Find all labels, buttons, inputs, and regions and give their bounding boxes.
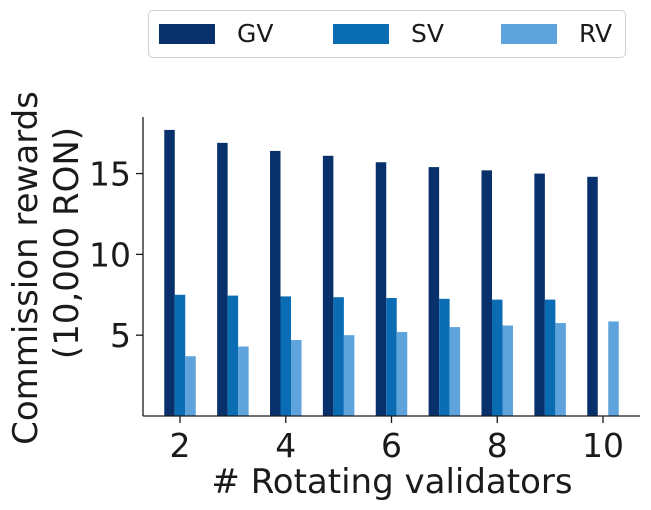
bar-sv-8	[491, 299, 503, 416]
bar-sv-9	[544, 299, 556, 416]
x-tick-label-4: 4	[275, 426, 296, 465]
y-tick-label-10: 10	[89, 235, 131, 274]
legend-label-sv: SV	[411, 19, 444, 48]
legend-item-gv: GV	[159, 19, 274, 48]
legend-swatch-sv	[333, 24, 389, 44]
legend-item-sv: SV	[333, 19, 444, 48]
bar-rv-10	[608, 321, 619, 416]
bar-gv-5	[322, 155, 334, 417]
y-ticks-group: 5 10 15	[89, 155, 143, 355]
bars-group	[164, 129, 619, 417]
bar-gv-8	[481, 170, 492, 416]
legend-swatch-rv	[501, 24, 557, 44]
x-ticks-group: 2 4 6 8 10	[170, 416, 624, 465]
legend: GV SV RV	[148, 10, 626, 58]
bar-sv-5	[333, 297, 344, 416]
bar-rv-3	[238, 346, 249, 416]
legend-label-rv: RV	[579, 19, 613, 48]
bar-rv-4	[291, 340, 302, 416]
legend-swatch-gv	[159, 24, 215, 44]
bar-gv-9	[534, 173, 545, 416]
bar-sv-7	[439, 298, 450, 416]
bar-gv-6	[375, 162, 387, 416]
x-tick-label-10: 10	[582, 426, 624, 465]
bar-sv-3	[227, 295, 239, 416]
x-tick-label-6: 6	[381, 426, 402, 465]
bar-sv-4	[280, 296, 292, 416]
bar-sv-2	[174, 294, 186, 416]
y-axis-label-line1: Commission rewards	[6, 91, 46, 445]
legend-item-rv: RV	[501, 19, 613, 48]
legend-label-gv: GV	[237, 19, 274, 48]
bar-rv-6	[396, 331, 408, 416]
bar-gv-2	[164, 129, 175, 416]
bar-sv-6	[386, 298, 397, 416]
x-tick-label-2: 2	[170, 426, 191, 465]
y-tick-label-15: 15	[89, 155, 131, 194]
y-axis-label-line2: (10,000 RON)	[47, 127, 87, 359]
bar-rv-7	[449, 327, 461, 416]
x-tick-label-8: 8	[487, 426, 508, 465]
bar-rv-9	[555, 323, 566, 416]
y-tick-label-5: 5	[110, 316, 131, 355]
bar-rv-2	[185, 356, 196, 416]
bar-gv-10	[587, 176, 598, 416]
x-axis-label: # Rotating validators	[211, 462, 572, 502]
bar-gv-4	[270, 150, 281, 416]
bar-gv-7	[428, 167, 440, 416]
bar-gv-3	[217, 142, 228, 417]
bar-rv-8	[502, 325, 513, 416]
bar-rv-5	[343, 335, 355, 416]
